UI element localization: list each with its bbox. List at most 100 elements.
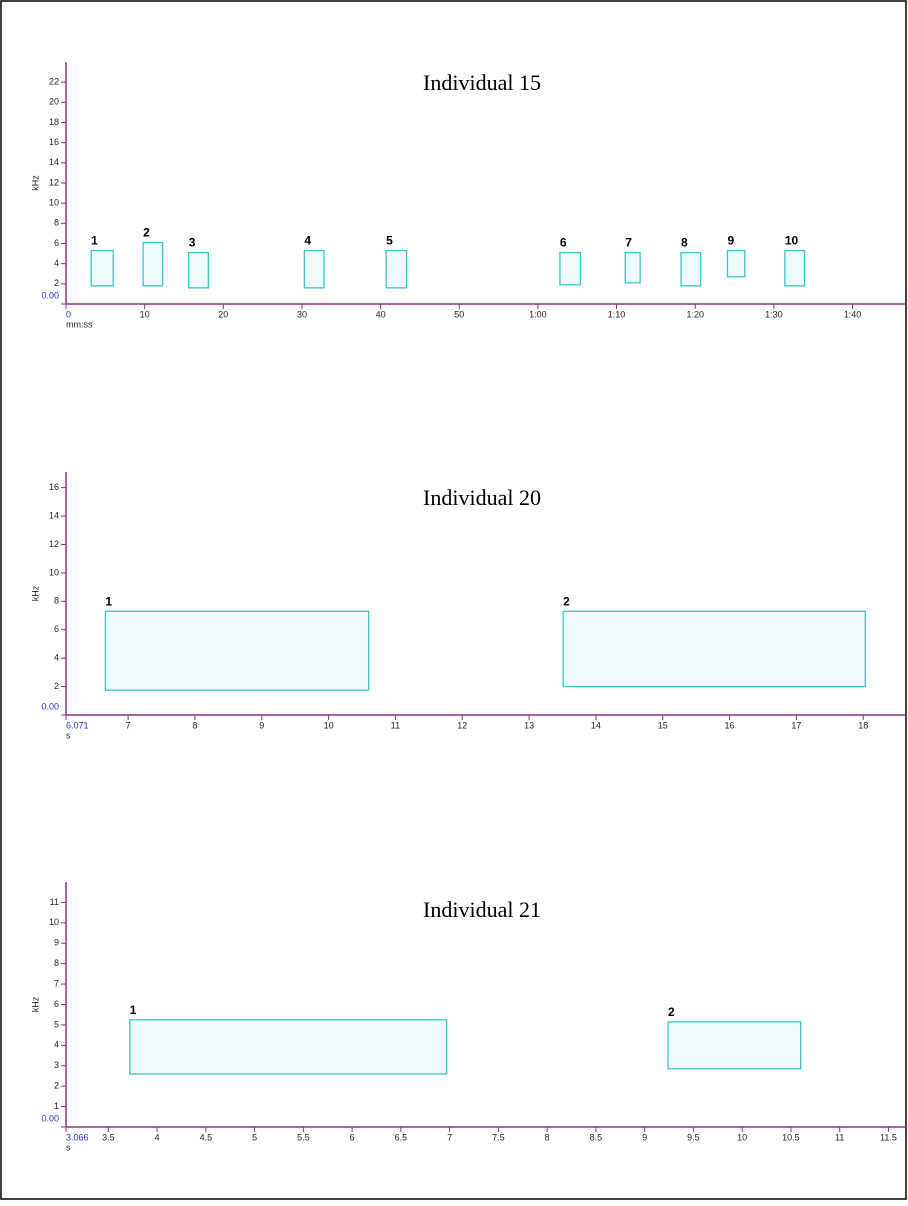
x-tick-label: 5.5 [297,1132,310,1142]
x-tick-label: 17 [791,720,801,730]
selection-box [189,253,209,288]
x-tick-label: 9.5 [687,1132,700,1142]
y-tick-label: 22 [49,77,59,87]
x-tick-label: 10 [140,309,150,319]
x-tick-label: 3.066 [66,1132,89,1142]
y-tick-label: 0.00 [41,1113,59,1123]
selection-box [91,251,113,286]
y-axis-label: kHz [30,175,40,191]
x-axis-label: mm:ss [66,319,93,329]
selection-label: 2 [143,226,150,240]
selection-box [668,1022,801,1069]
y-tick-label: 2 [54,278,59,288]
x-tick-label: 8.5 [590,1132,603,1142]
x-tick-label: 3.5 [102,1132,115,1142]
y-tick-label: 20 [49,97,59,107]
selection-box [625,253,640,283]
selection-label: 1 [91,234,98,248]
x-tick-label: 1:40 [844,309,862,319]
selection-label: 8 [681,236,688,250]
x-tick-label: 20 [218,309,228,319]
y-tick-label: 11 [50,897,59,907]
x-tick-label: 7 [126,720,131,730]
y-tick-label: 16 [49,137,59,147]
y-tick-label: 2 [54,1081,59,1091]
y-tick-label: 16 [49,482,59,492]
x-tick-label: 1:00 [529,309,547,319]
y-tick-label: 4 [54,1040,59,1050]
y-tick-label: 1 [54,1101,59,1111]
x-tick-label: 6.5 [395,1132,408,1142]
y-tick-label: 10 [49,198,59,208]
selection-label: 9 [727,234,734,248]
y-tick-label: 10 [49,567,59,577]
selection-box [727,251,744,277]
selection-label: 7 [625,236,632,250]
selection-box [304,251,324,288]
selection-box [105,611,368,690]
x-tick-label: 13 [524,720,534,730]
y-tick-label: 6 [54,624,59,634]
x-axis-label: s [66,1142,71,1152]
x-tick-label: 9 [642,1132,647,1142]
x-axis-label: s [66,730,71,740]
x-tick-label: 6.071 [66,720,89,730]
selection-box [386,251,406,288]
x-tick-label: 16 [725,720,735,730]
figure: Individual 15kHzmm:ss0.00246810121416182… [0,0,908,1201]
y-axis-label: kHz [30,585,40,601]
selection-label: 3 [189,236,196,250]
y-tick-label: 5 [54,1019,59,1029]
y-tick-label: 14 [49,510,59,520]
selection-box [563,611,865,686]
x-tick-label: 12 [457,720,467,730]
x-tick-label: 11.5 [880,1132,897,1142]
y-tick-label: 0.00 [41,701,59,711]
selection-box [560,253,580,285]
x-tick-label: 8 [545,1132,550,1142]
x-tick-label: 30 [297,309,307,319]
x-tick-label: 40 [376,309,386,319]
x-tick-label: 14 [591,720,601,730]
selection-box [130,1020,447,1074]
x-tick-label: 7.5 [492,1132,505,1142]
x-tick-label: 4 [155,1132,160,1142]
selection-label: 6 [560,236,567,250]
x-tick-label: 1:10 [608,309,626,319]
y-tick-label: 4 [54,653,59,663]
chart-title: Individual 15 [423,70,541,95]
y-tick-label: 6 [54,238,59,248]
chart-title: Individual 20 [423,485,541,510]
x-tick-label: 5 [252,1132,257,1142]
y-tick-label: 0.00 [41,290,59,300]
x-tick-label: 9 [259,720,264,730]
x-tick-label: 18 [858,720,868,730]
y-tick-label: 6 [54,999,59,1009]
y-tick-label: 8 [54,218,59,228]
y-tick-label: 18 [49,117,59,127]
x-tick-label: 8 [192,720,197,730]
y-tick-label: 14 [49,157,59,167]
x-tick-label: 11 [835,1132,844,1142]
selection-box [785,251,805,286]
selection-label: 4 [304,234,311,248]
y-tick-label: 2 [54,681,59,691]
selection-label: 2 [668,1005,675,1019]
chart-title: Individual 21 [423,897,541,922]
x-tick-label: 10 [737,1132,747,1142]
x-tick-label: 4.5 [200,1132,213,1142]
selection-label: 1 [105,594,112,608]
x-tick-label: 1:30 [765,309,783,319]
y-tick-label: 10 [49,917,59,927]
selection-label: 10 [785,234,799,248]
y-tick-label: 3 [54,1060,59,1070]
y-tick-label: 4 [54,258,59,268]
y-tick-label: 9 [54,938,59,948]
x-tick-label: 11 [391,720,400,730]
x-tick-label: 15 [658,720,668,730]
selection-label: 5 [386,234,393,248]
y-axis-label: kHz [30,996,40,1012]
selection-label: 2 [563,594,570,608]
y-tick-label: 12 [49,539,59,549]
x-tick-label: 7 [447,1132,452,1142]
